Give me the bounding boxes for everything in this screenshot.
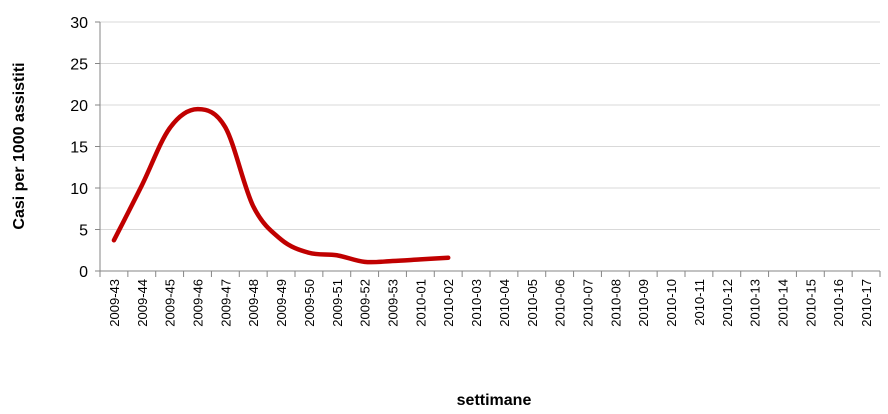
y-tick-label: 15 bbox=[70, 140, 88, 157]
x-tick-label: 2009-48 bbox=[246, 279, 261, 327]
x-tick-label: 2009-53 bbox=[386, 279, 401, 327]
x-tick-label: 2010-02 bbox=[441, 279, 456, 327]
x-tick-label: 2010-07 bbox=[581, 279, 596, 327]
x-tick-label: 2010-14 bbox=[776, 279, 791, 327]
x-tick-label: 2010-08 bbox=[608, 279, 623, 327]
x-tick-label: 2009-50 bbox=[302, 279, 317, 327]
x-tick-label: 2009-45 bbox=[163, 279, 178, 327]
x-tick-label: 2010-13 bbox=[748, 279, 763, 327]
y-tick-label: 30 bbox=[70, 15, 88, 32]
x-tick-label: 2010-16 bbox=[831, 279, 846, 327]
x-tick-label: 2010-11 bbox=[692, 279, 707, 326]
x-tick-label: 2009-46 bbox=[191, 279, 206, 327]
x-tick-label: 2009-52 bbox=[358, 279, 373, 327]
y-axis: 0 5 10 15 20 25 30 bbox=[70, 15, 101, 281]
x-tick-label: 2010-01 bbox=[413, 279, 428, 327]
x-tick-label: 2010-09 bbox=[636, 279, 651, 327]
series-group bbox=[111, 106, 451, 265]
x-axis: 2009-43 2009-44 2009-45 2009-46 2009-47 2009-… bbox=[99, 270, 881, 327]
y-tick-label: 0 bbox=[79, 264, 88, 281]
x-tick-label: 2010-17 bbox=[859, 279, 874, 327]
x-tick-label: 2010-06 bbox=[553, 279, 568, 327]
x-tick-label: 2010-15 bbox=[803, 279, 818, 327]
y-tick-label: 25 bbox=[70, 57, 88, 74]
y-tick-label: 10 bbox=[70, 181, 88, 198]
grid-lines bbox=[100, 21, 880, 230]
x-axis-title: settimane bbox=[457, 392, 532, 409]
y-tick-label: 5 bbox=[79, 223, 88, 240]
x-tick-label: 2009-49 bbox=[274, 279, 289, 327]
x-tick-label: 2009-44 bbox=[135, 279, 150, 327]
x-tick-label: 2009-43 bbox=[107, 279, 122, 327]
series-line-0 bbox=[111, 106, 451, 265]
x-tick-label: 2009-51 bbox=[330, 279, 345, 327]
y-axis-title: Casi per 1000 assistiti bbox=[11, 62, 28, 229]
x-tick-label: 2010-04 bbox=[497, 279, 512, 327]
y-tick-label: 20 bbox=[70, 98, 88, 115]
x-tick-label: 2009-47 bbox=[218, 279, 233, 327]
x-tick-label: 2010-10 bbox=[664, 279, 679, 327]
x-tick-label: 2010-03 bbox=[469, 279, 484, 327]
x-tick-label: 2010-05 bbox=[525, 279, 540, 327]
x-tick-label: 2010-12 bbox=[720, 279, 735, 327]
